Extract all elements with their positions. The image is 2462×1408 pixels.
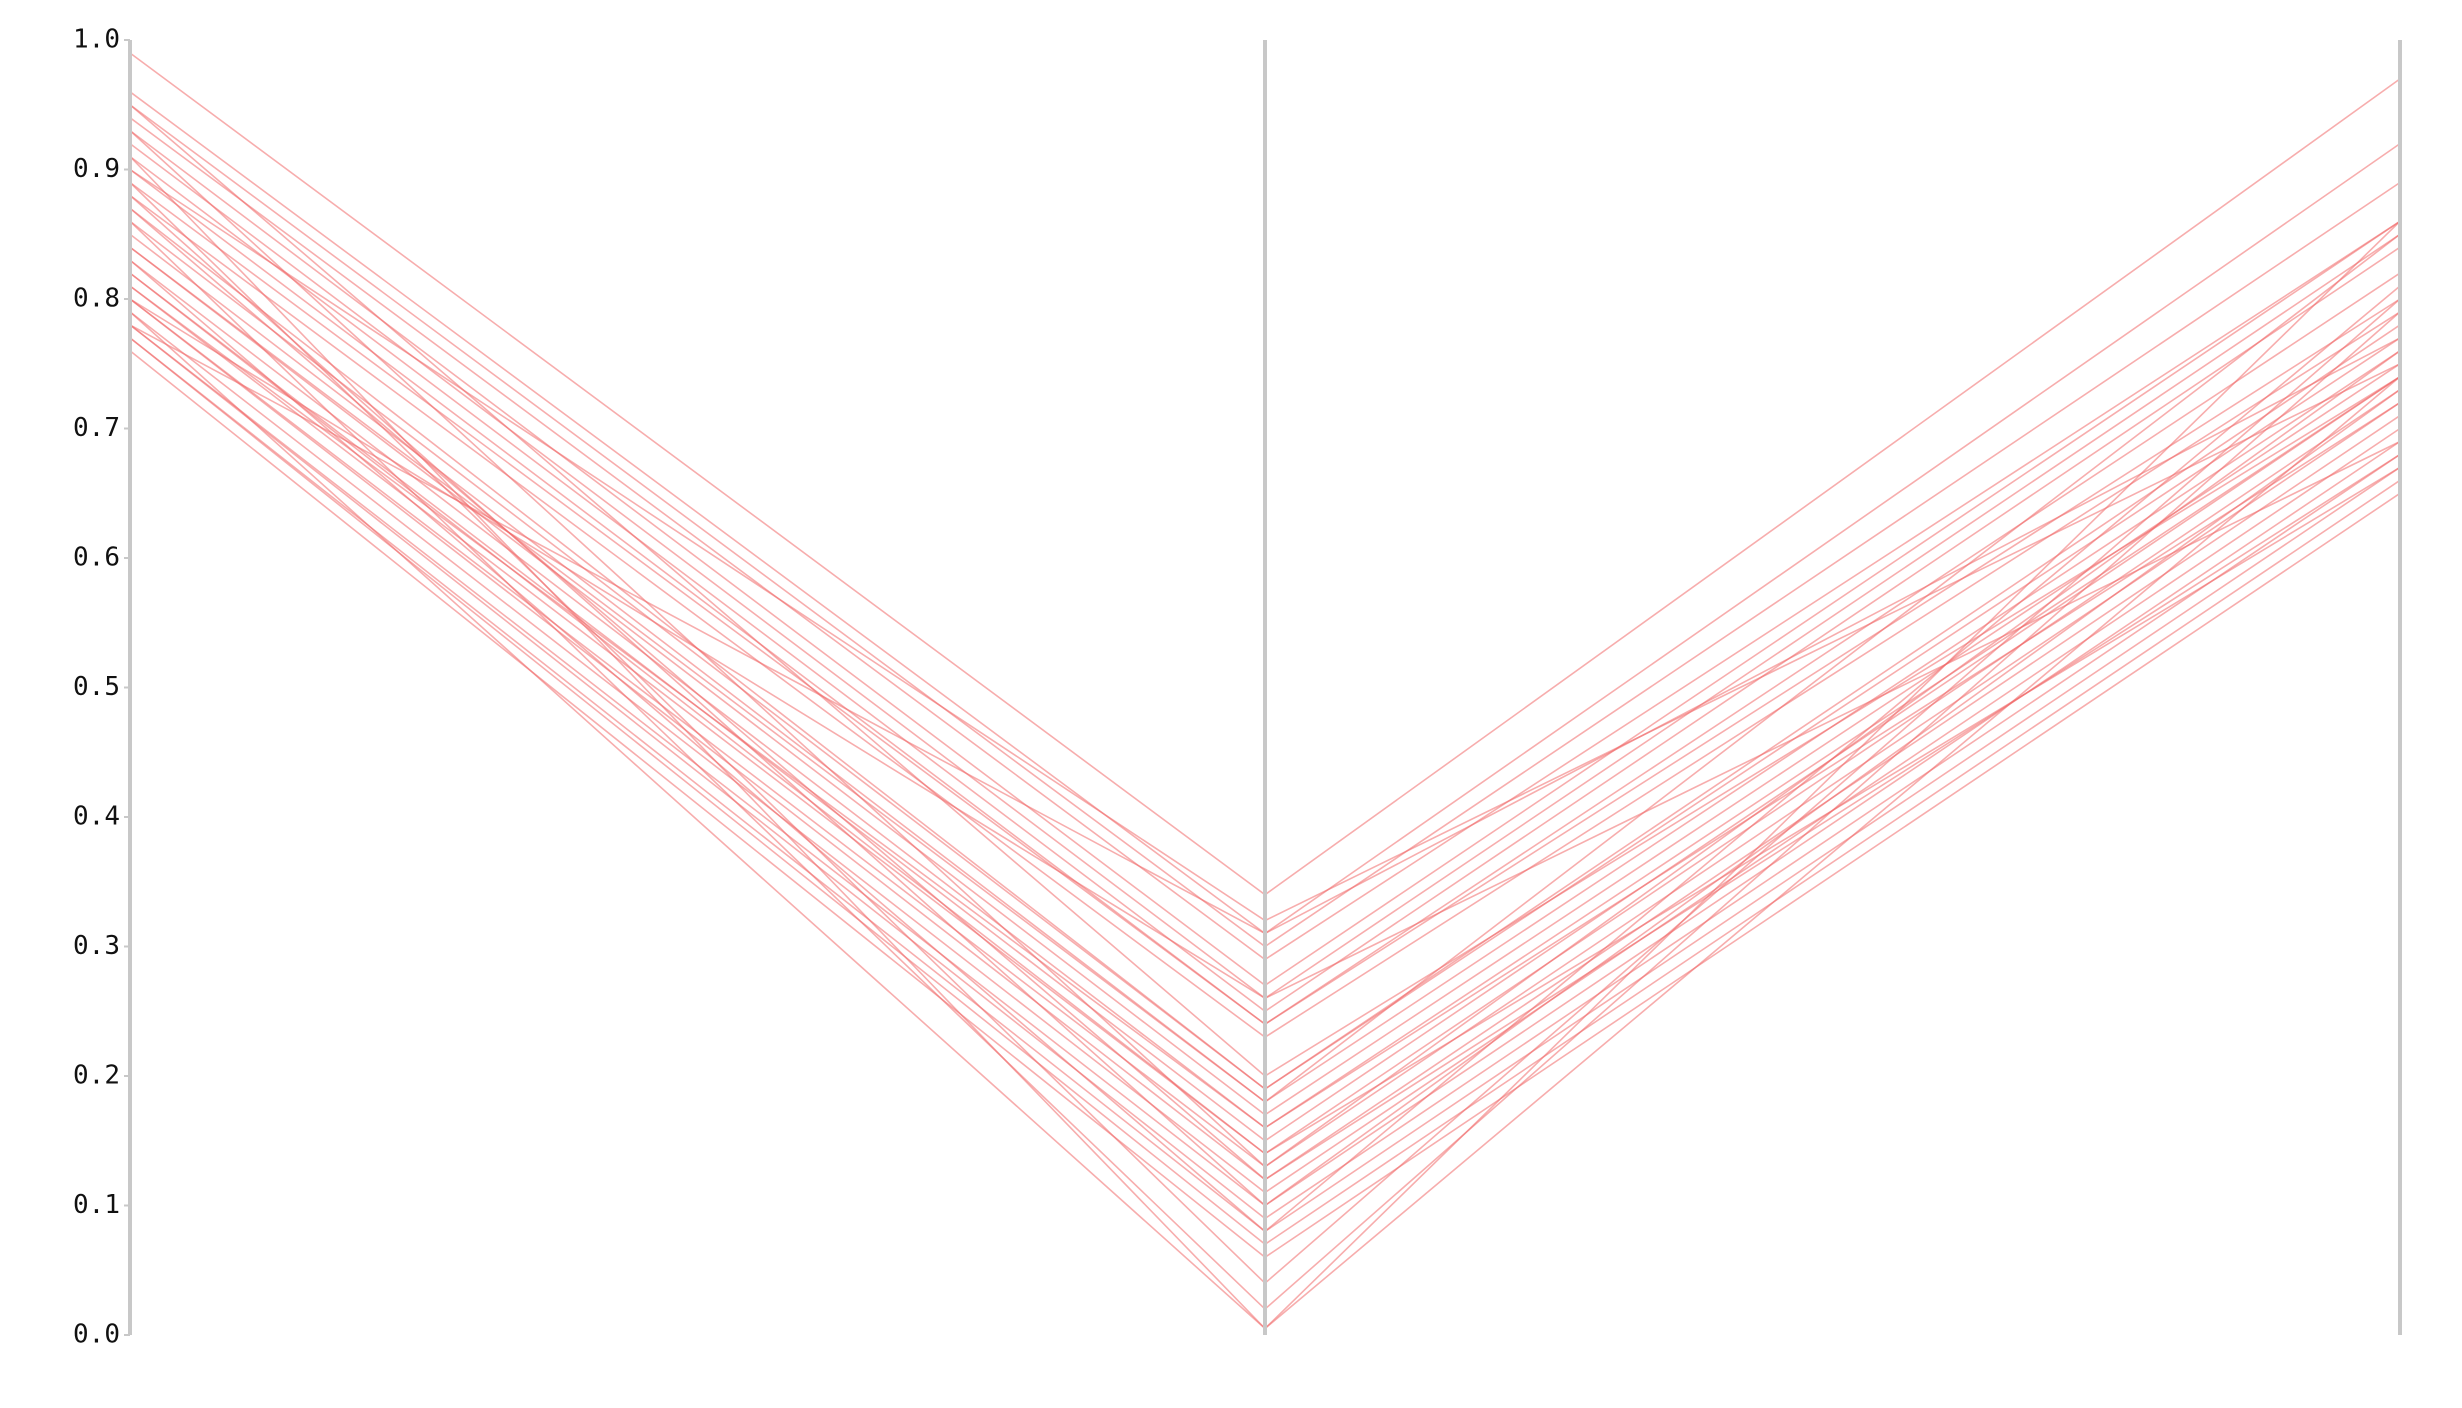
y-tick-label: 0.1 bbox=[73, 1190, 120, 1220]
y-tick-label: 0.5 bbox=[73, 672, 120, 702]
axis-layer bbox=[128, 40, 2402, 1335]
y-tick-label: 0.4 bbox=[73, 802, 120, 832]
y-tick-label: 0.8 bbox=[73, 284, 120, 314]
y-tick-label: 0.3 bbox=[73, 931, 120, 961]
y-tick-label: 0.2 bbox=[73, 1061, 120, 1091]
y-tick-label: 0.7 bbox=[73, 413, 120, 443]
y-tick-label: 0.6 bbox=[73, 543, 120, 573]
y-tick-label: 0.9 bbox=[73, 154, 120, 184]
y-tick-label: 0.0 bbox=[73, 1320, 120, 1350]
y-tick-labels: 0.0 0.1 0.2 0.3 0.4 0.5 0.6 0.7 0.8 0.9 1.0 bbox=[73, 25, 130, 1350]
y-tick-label: 1.0 bbox=[73, 25, 120, 55]
